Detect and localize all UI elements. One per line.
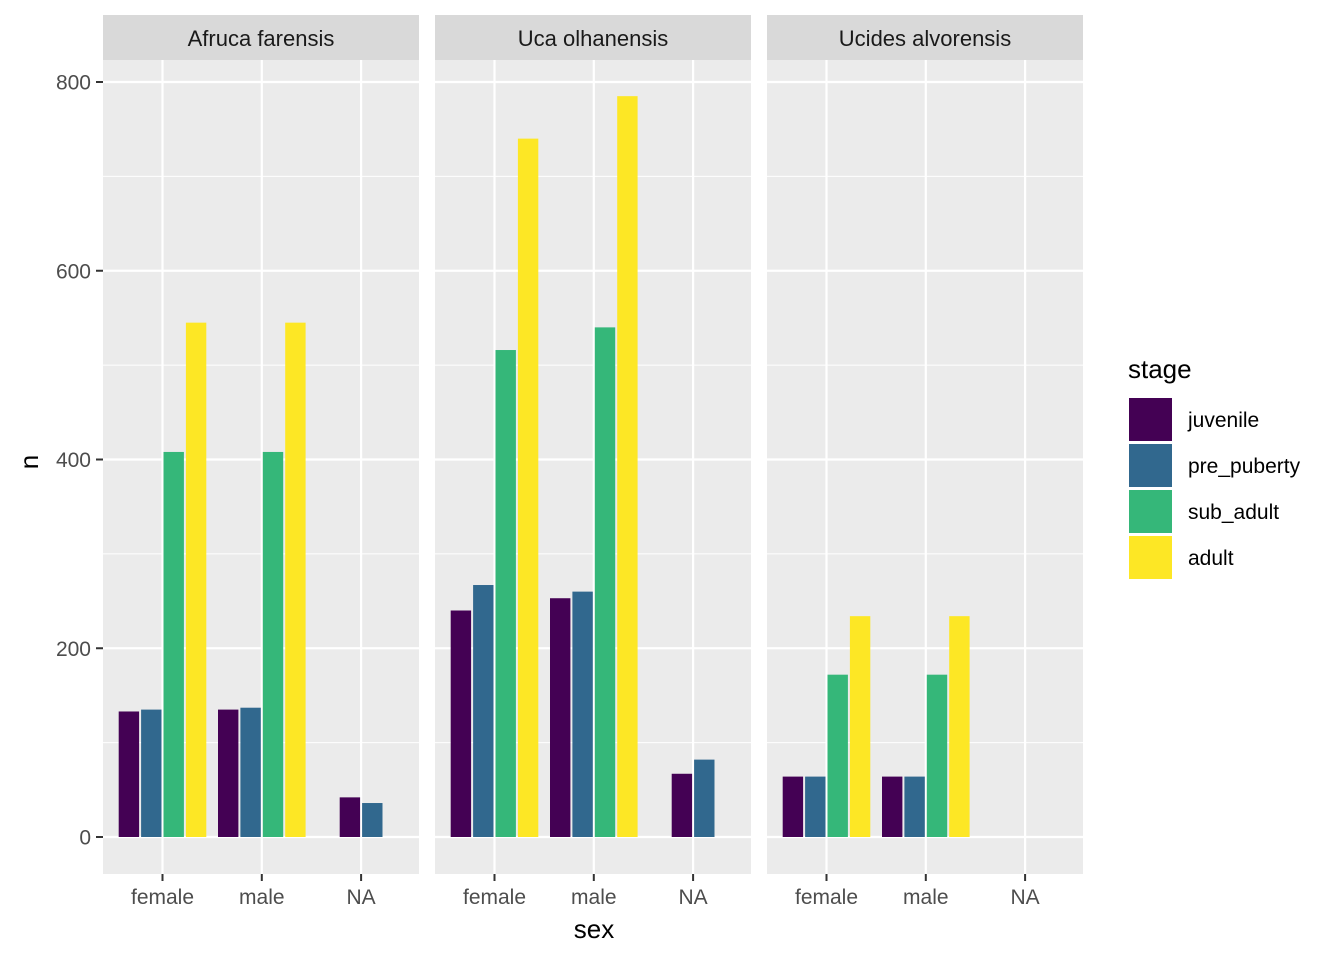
facet-strip-label: Uca olhanensis — [518, 26, 668, 51]
bar-juvenile-female — [118, 711, 140, 837]
legend-label-adult: adult — [1188, 547, 1234, 570]
bar-pre_puberty-NA — [362, 803, 383, 837]
bar-adult-female — [185, 322, 207, 837]
bar-sub_adult-male — [594, 327, 616, 837]
y-tick-label: 200 — [56, 638, 91, 661]
bar-adult-male — [617, 96, 638, 837]
bar-juvenile-female — [450, 610, 472, 837]
facet-strip-label: Ucides alvorensis — [839, 26, 1011, 51]
y-tick-label: 800 — [56, 72, 91, 95]
bar-pre_puberty-female — [473, 585, 494, 837]
x-tick-label: NA — [679, 886, 708, 909]
bar-juvenile-male — [218, 709, 239, 837]
bar-pre_puberty-NA — [694, 759, 715, 837]
x-tick-label: female — [795, 886, 858, 909]
x-tick-label: female — [131, 886, 194, 909]
y-tick-label: 400 — [56, 449, 91, 472]
bar-adult-male — [949, 616, 970, 837]
bar-juvenile-male — [882, 776, 903, 837]
facet-panel-1: Afruca farensis female male NA — [103, 15, 419, 909]
x-axis-title: sex — [574, 914, 614, 944]
y-tick-label: 600 — [56, 260, 91, 283]
bar-pre_puberty-male — [572, 591, 593, 837]
legend-label-pre_puberty: pre_puberty — [1188, 455, 1301, 478]
x-tick-label: NA — [347, 886, 376, 909]
bar-sub_adult-male — [926, 674, 948, 837]
y-axis-title: n — [14, 455, 44, 469]
bar-juvenile-NA — [339, 797, 361, 837]
bar-adult-male — [285, 322, 306, 837]
legend-key-juvenile — [1129, 398, 1172, 441]
legend-title: stage — [1128, 354, 1192, 384]
bar-juvenile-female — [782, 776, 804, 837]
legend-key-sub_adult — [1129, 490, 1172, 533]
facet-panel-2: Uca olhanensis female male NA — [435, 15, 751, 909]
bar-pre_puberty-female — [805, 776, 826, 837]
facet-strip — [103, 15, 419, 60]
x-tick-label: male — [571, 886, 617, 909]
bar-pre_puberty-male — [240, 707, 261, 837]
x-tick-label: male — [239, 886, 285, 909]
legend-label-sub_adult: sub_adult — [1188, 501, 1279, 524]
y-tick-label: 0 — [79, 827, 91, 850]
facet-panel-3: Ucides alvorensis female male NA — [767, 15, 1083, 909]
x-tick-label: female — [463, 886, 526, 909]
facet-strip — [435, 15, 751, 60]
x-tick-label: male — [903, 886, 949, 909]
legend-key-adult — [1129, 536, 1172, 579]
bar-juvenile-NA — [671, 773, 693, 837]
bar-juvenile-male — [550, 598, 571, 837]
legend-label-juvenile: juvenile — [1187, 409, 1259, 432]
bar-sub_adult-female — [163, 451, 184, 837]
facet-strip-label: Afruca farensis — [188, 26, 335, 51]
bar-adult-female — [517, 138, 539, 837]
bar-sub_adult-female — [495, 350, 516, 837]
legend-key-pre_puberty — [1129, 444, 1172, 487]
bar-sub_adult-female — [827, 674, 848, 837]
bar-pre_puberty-female — [141, 709, 162, 837]
bar-adult-female — [849, 616, 871, 837]
x-tick-label: NA — [1011, 886, 1040, 909]
facet-strip — [767, 15, 1083, 60]
y-axis: 0 200 400 600 800 — [56, 72, 103, 850]
bar-sub_adult-male — [262, 451, 284, 837]
bar-pre_puberty-male — [904, 776, 925, 837]
